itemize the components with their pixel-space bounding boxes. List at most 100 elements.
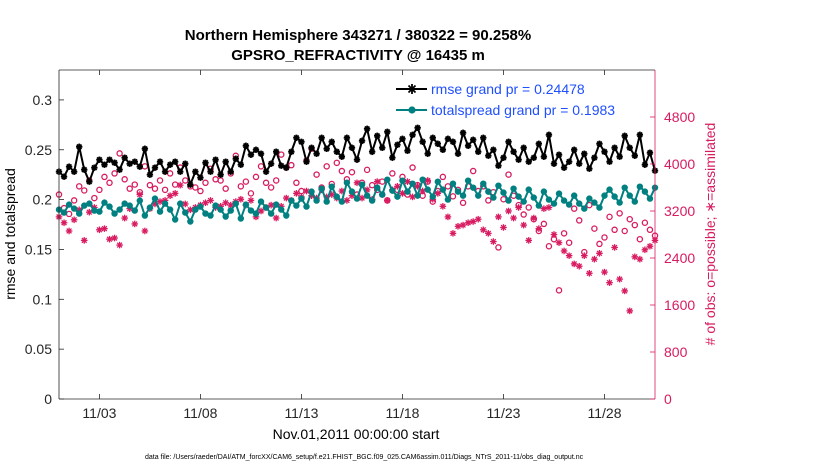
spread-point (197, 203, 204, 210)
rmse-point (65, 163, 73, 170)
obs-assimilated-point (606, 279, 613, 286)
rmse-point (96, 156, 103, 163)
rmse-point (449, 138, 457, 145)
obs-assimilated-point (601, 268, 608, 276)
obs-assimilated-point (495, 213, 502, 221)
rmse-point (106, 156, 113, 163)
legend-rmse-marker (407, 84, 417, 94)
rmse-point (86, 178, 93, 185)
legend-spread-marker (408, 106, 416, 114)
spread-point (242, 201, 250, 208)
obs-possible-point (363, 166, 371, 174)
obs-assimilated-point (459, 221, 467, 229)
spread-point (444, 196, 452, 203)
rmse-point (348, 144, 356, 151)
obs-assimilated-point (111, 234, 118, 242)
obs-possible-point (313, 171, 320, 178)
obs-assimilated-point (384, 197, 391, 204)
obs-assimilated-point (86, 208, 93, 216)
obs-assimilated-point (505, 207, 512, 215)
obs-assimilated-point (399, 190, 406, 197)
spread-point (358, 181, 366, 188)
spread-point (161, 200, 169, 207)
obs-assimilated-point (101, 225, 108, 232)
obs-possible-point (111, 170, 118, 177)
rmse-point (510, 148, 517, 155)
rmse-point (419, 138, 426, 145)
rmse-point (586, 165, 593, 172)
spread-point (288, 197, 295, 204)
rmse-point (621, 132, 628, 139)
obs-possible-point (91, 194, 98, 202)
obs-assimilated-point (631, 253, 639, 261)
spread-point (177, 200, 184, 207)
spread-point (449, 180, 457, 187)
rmse-point (530, 154, 537, 161)
obs-possible-point (81, 187, 88, 194)
obs-possible-point (288, 161, 295, 169)
rmse-point (616, 153, 623, 160)
spread-point (545, 196, 553, 203)
spread-point (106, 203, 113, 210)
obs-possible-point (242, 178, 250, 185)
obs-assimilated-point (171, 190, 179, 197)
obs-possible-point (449, 193, 457, 200)
spread-point (586, 195, 593, 202)
spread-point (389, 187, 396, 194)
legend: rmse grand pr = 0.24478 totalspread gran… (396, 81, 615, 118)
spread-point (646, 195, 654, 202)
rmse-point (606, 158, 613, 165)
spread-point (247, 207, 255, 214)
legend-rmse-label: rmse grand pr = 0.24478 (431, 81, 585, 97)
obs-assimilated-point (479, 226, 487, 234)
obs-possible-point (505, 171, 512, 178)
obs-possible-point (121, 176, 128, 183)
spread-point (374, 184, 381, 191)
obs-assimilated-point (373, 178, 381, 185)
rmse-point (272, 148, 280, 155)
obs-assimilated-point (515, 204, 522, 211)
rmse-point (151, 164, 159, 171)
spread-point (641, 188, 649, 195)
obs-assimilated-point (490, 238, 497, 245)
y2-tick-label: 3200 (664, 203, 695, 219)
rmse-point (197, 174, 204, 181)
spread-point (136, 197, 144, 204)
rmse-point (641, 161, 649, 168)
obs-assimilated-point (646, 242, 654, 250)
obs-assimilated-point (565, 252, 573, 259)
rmse-point (384, 128, 391, 136)
y-tick-label: 0.25 (25, 142, 52, 158)
obs-possible-point (611, 226, 618, 234)
spread-point (166, 206, 174, 213)
obs-assimilated-point (570, 260, 578, 268)
y2-axis-label: # of obs: o=possible; ∗=assimilated (702, 123, 718, 346)
rmse-point (540, 153, 548, 160)
spread-point (126, 202, 133, 209)
spread-point (540, 188, 548, 195)
y2-tick-label: 800 (664, 344, 688, 360)
obs-possible-point (70, 197, 78, 204)
rmse-point (555, 151, 563, 158)
obs-possible-point (237, 183, 245, 190)
obs-assimilated-point (591, 255, 598, 263)
spread-point (606, 186, 613, 193)
rmse-point (424, 150, 431, 157)
spread-point (591, 199, 598, 206)
rmse-point (293, 134, 300, 141)
spread-point (384, 176, 391, 183)
obs-assimilated-point (136, 191, 144, 198)
rmse-point (601, 148, 608, 155)
rmse-point (363, 125, 371, 133)
rmse-point (318, 134, 325, 141)
rmse-point (459, 129, 467, 137)
y-axis-right: 0 800 1600 2400 3200 4000 4800 (650, 109, 695, 407)
spread-point (570, 192, 578, 199)
rmse-point (283, 164, 290, 171)
spread-point (278, 206, 285, 213)
rmse-point (485, 152, 492, 159)
rmse-point (404, 147, 411, 154)
rmse-point (454, 150, 462, 157)
obs-assimilated-point (641, 246, 649, 254)
